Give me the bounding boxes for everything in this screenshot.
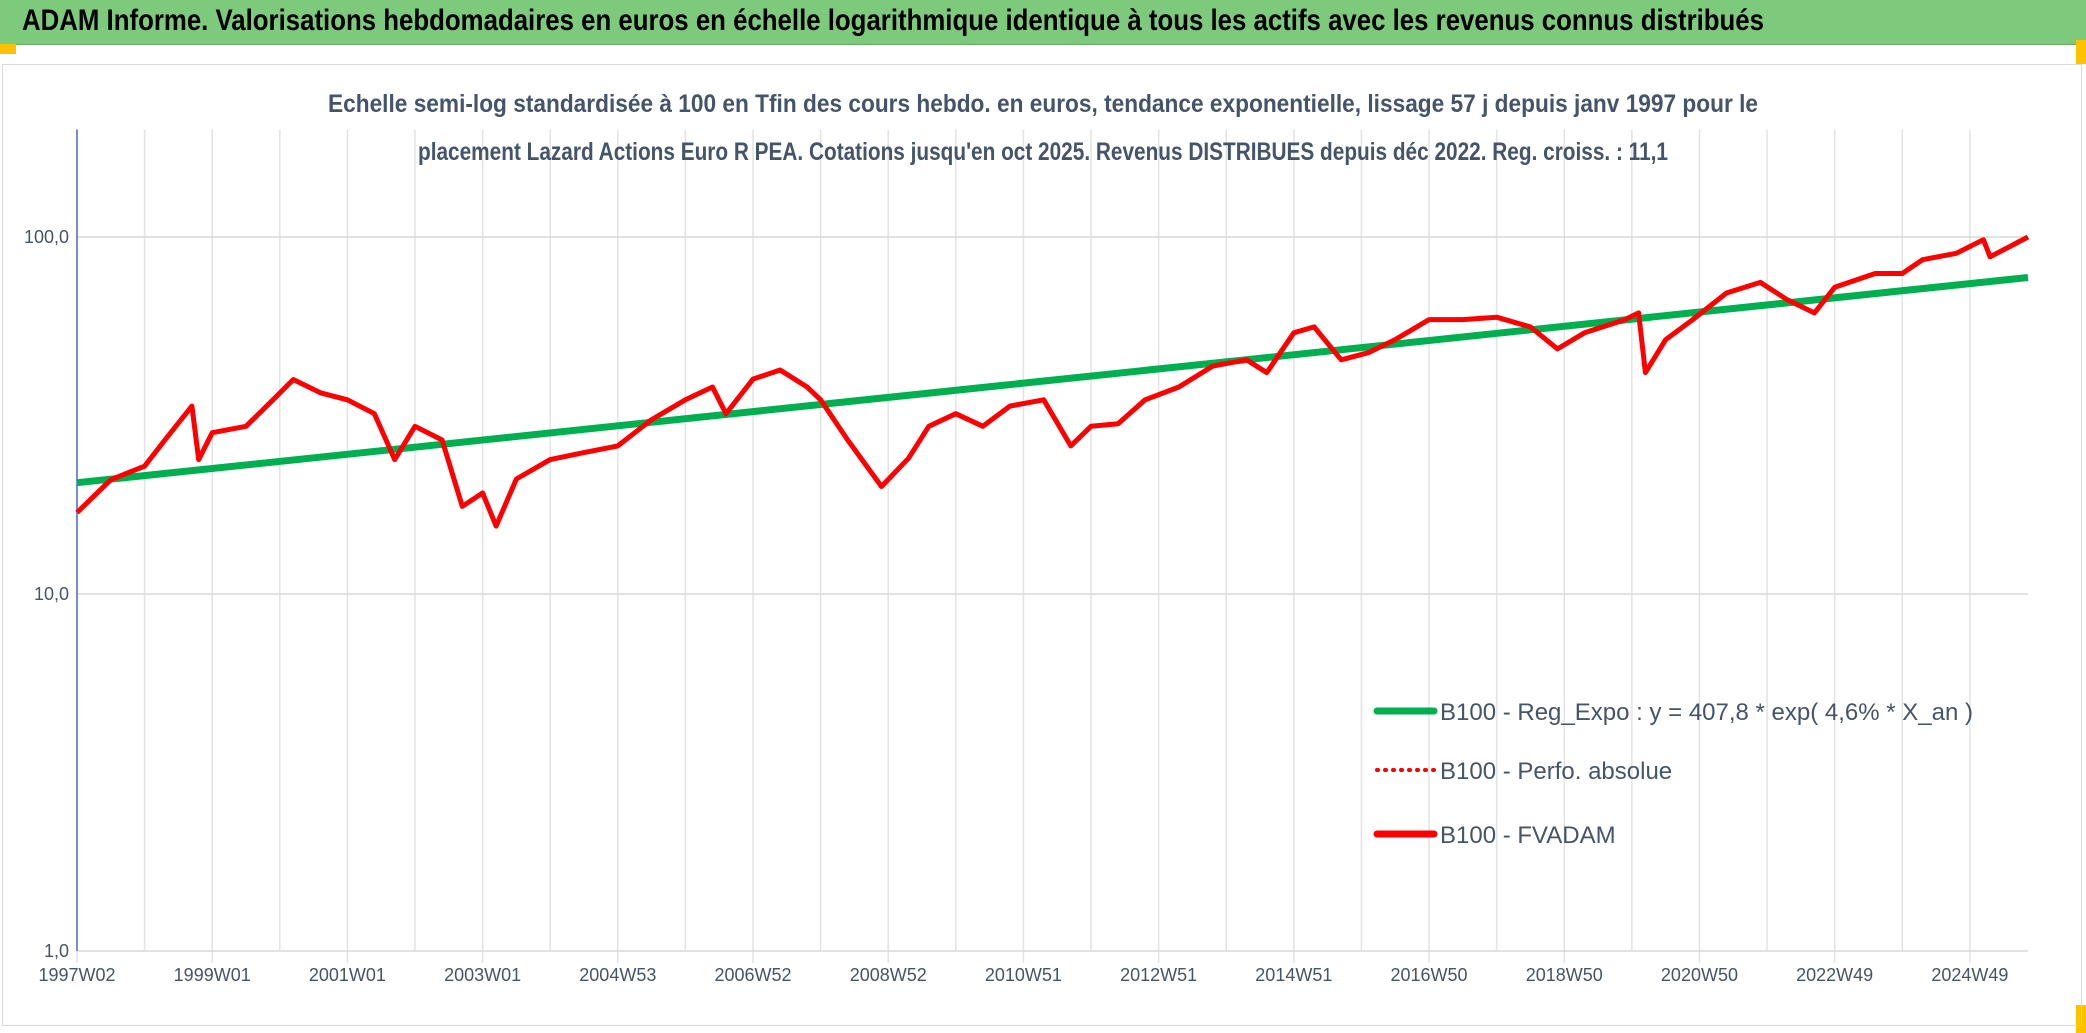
chart-frame — [2, 64, 2082, 1026]
chart-subtitle-line-1: Echelle semi-log standardisée à 100 en T… — [328, 90, 1758, 118]
y-tick-label: 1,0 — [44, 941, 69, 961]
x-tick-label: 2010W51 — [985, 965, 1062, 985]
y-tick-label: 100,0 — [24, 227, 69, 247]
x-tick-label: 1997W02 — [38, 965, 115, 985]
x-tick-label: 2012W51 — [1120, 965, 1197, 985]
grid — [76, 129, 2028, 963]
y-axis-ticks: 1,0 10,0 100,0 — [24, 227, 69, 961]
report-title: ADAM Informe. Valorisations hebdomadaire… — [22, 4, 1764, 37]
legend-label-reg-expo: B100 - Reg_Expo : y = 407,8 * exp( 4,6% … — [1440, 699, 1973, 726]
x-tick-label: 2003W01 — [444, 965, 521, 985]
x-axis-ticks: 1997W02 1999W01 2001W01 2003W01 2004W53 2006W… — [38, 965, 2008, 985]
series-line-fvadam — [75, 234, 2030, 529]
x-tick-label: 2020W50 — [1661, 965, 1738, 985]
x-tick-label: 2024W49 — [1931, 965, 2008, 985]
y-tick-label: 10,0 — [34, 584, 69, 604]
legend-label-fvadam: B100 - FVADAM — [1440, 822, 1616, 849]
x-tick-label: 2001W01 — [309, 965, 386, 985]
x-tick-label: 2004W53 — [579, 965, 656, 985]
x-tick-label: 2022W49 — [1796, 965, 1873, 985]
corner-marker — [2076, 40, 2086, 64]
x-tick-label: 2008W52 — [850, 965, 927, 985]
report-header: ADAM Informe. Valorisations hebdomadaire… — [0, 0, 2086, 45]
series-lines — [75, 234, 2030, 529]
corner-marker — [0, 44, 16, 54]
x-tick-label: 1999W01 — [174, 965, 251, 985]
x-tick-label: 2006W52 — [714, 965, 791, 985]
chart-subtitle-line-2: placement Lazard Actions Euro R PEA. Cot… — [418, 138, 1668, 166]
x-tick-label: 2018W50 — [1526, 965, 1603, 985]
x-tick-label: 2016W50 — [1391, 965, 1468, 985]
legend: B100 - Reg_Expo : y = 407,8 * exp( 4,6% … — [1373, 699, 1973, 849]
series-line-reg-expo — [76, 274, 2029, 487]
legend-label-perfo-absolue: B100 - Perfo. absolue — [1440, 758, 1672, 785]
x-tick-label: 2014W51 — [1255, 965, 1332, 985]
